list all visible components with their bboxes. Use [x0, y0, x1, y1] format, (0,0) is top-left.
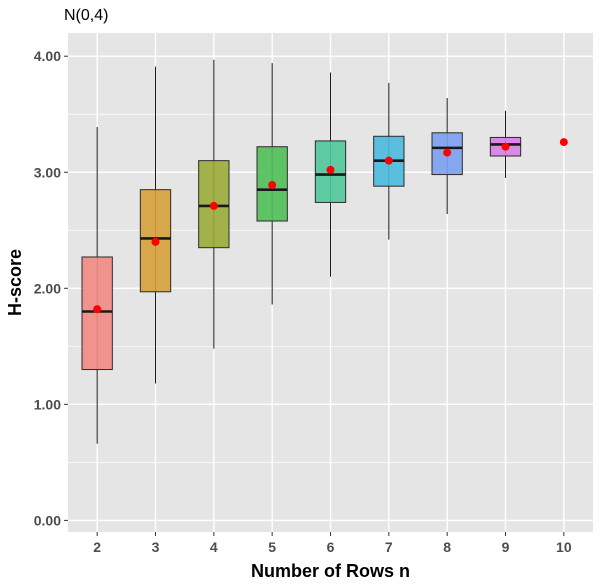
mean-marker — [501, 142, 510, 151]
mean-marker — [151, 237, 160, 246]
chart-title: N(0,4) — [64, 7, 108, 24]
mean-marker — [443, 148, 452, 157]
x-axis-title: Number of Rows n — [251, 561, 410, 581]
box-group-4 — [198, 59, 230, 349]
x-tick-label: 3 — [152, 539, 160, 555]
box-group-8 — [431, 97, 463, 215]
mean-marker — [326, 165, 335, 174]
x-tick-label: 4 — [210, 539, 218, 555]
y-axis-title: H-score — [5, 249, 25, 316]
x-tick-label: 6 — [327, 539, 335, 555]
box-group-5 — [256, 63, 288, 305]
x-tick-label: 9 — [502, 539, 510, 555]
y-tick-label: 3.00 — [34, 164, 61, 180]
axis-layer: 0.00 1.00 2.00 3.00 4.00 2 3 4 5 6 7 8 9 10 — [34, 48, 572, 555]
box-group-9 — [489, 110, 522, 179]
mean-marker — [559, 138, 568, 147]
y-tick-label: 2.00 — [34, 280, 61, 296]
mean-marker — [209, 201, 218, 210]
box-group-6 — [314, 72, 347, 277]
mean-marker — [93, 305, 102, 314]
mean-marker — [384, 156, 393, 165]
box-group-3 — [139, 66, 172, 384]
y-tick-label: 4.00 — [34, 48, 61, 64]
x-tick-label: 8 — [443, 539, 451, 555]
x-tick-label: 2 — [93, 539, 101, 555]
y-tick-label: 1.00 — [34, 396, 61, 412]
box-group-10 — [559, 138, 568, 147]
y-tick-label: 0.00 — [34, 512, 61, 528]
box — [81, 256, 113, 371]
x-tick-label: 5 — [268, 539, 276, 555]
x-tick-label: 10 — [556, 539, 572, 555]
box-layer — [81, 59, 568, 444]
box-group-7 — [373, 82, 405, 240]
x-tick-label: 7 — [385, 539, 393, 555]
box-group-2 — [81, 126, 113, 444]
mean-marker — [268, 181, 277, 190]
